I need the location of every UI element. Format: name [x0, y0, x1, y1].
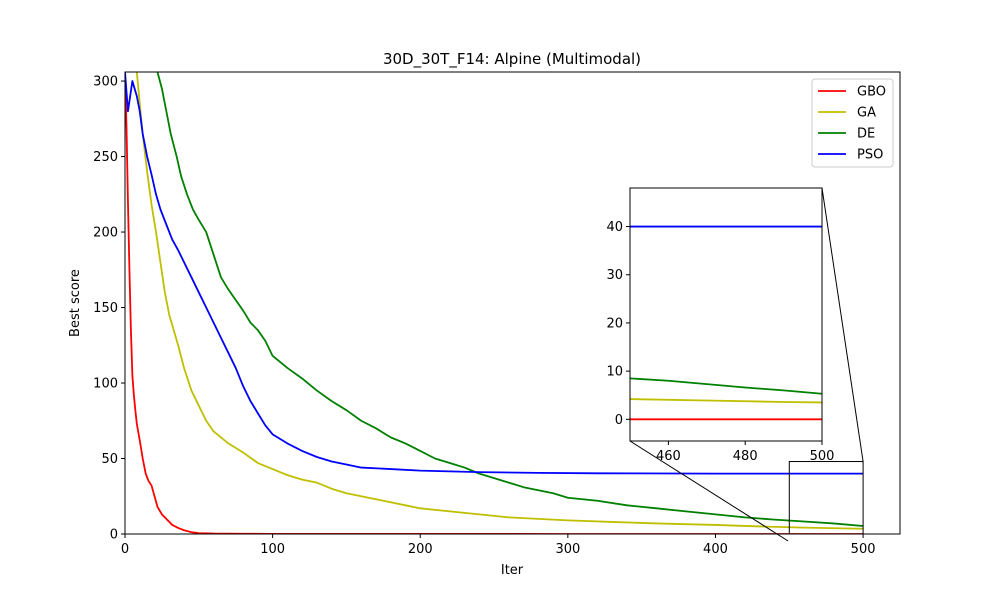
x-axis-label: Iter [501, 563, 524, 578]
y-axis-label: Best score [68, 269, 83, 337]
series-line-de [156, 72, 864, 527]
y-tick-label: 200 [93, 226, 118, 241]
inset-y-tick-label: 0 [615, 413, 623, 428]
inset-y-tick-label: 10 [606, 365, 623, 380]
legend-label-ga: GA [857, 106, 876, 121]
inset-frame [629, 187, 823, 442]
axes-frame [124, 71, 901, 535]
chart-title: 30D_30T_F14: Alpine (Multimodal) [383, 50, 641, 69]
inset-x-tick-label: 460 [656, 449, 681, 464]
y-tick-label: 300 [93, 75, 118, 90]
x-tick-label: 200 [408, 542, 433, 557]
x-tick-label: 400 [703, 542, 728, 557]
y-tick-label: 250 [93, 150, 118, 165]
legend-label-gbo: GBO [857, 85, 886, 100]
x-tick-label: 300 [555, 542, 580, 557]
inset-series-line-de [630, 377, 822, 395]
inset-axes: 460 480 500 0 10 20 30 40 [606, 187, 864, 542]
x-tick-label: 0 [121, 542, 129, 557]
legend-label-de: DE [857, 127, 875, 142]
inset-y-tick-label: 40 [606, 220, 623, 235]
legend-label-pso: PSO [857, 148, 883, 163]
inset-connector-line [629, 440, 789, 542]
x-tick-label: 500 [851, 542, 876, 557]
inset-y-tick-label: 20 [606, 316, 623, 331]
x-tick-label: 100 [260, 542, 285, 557]
y-tick-label: 150 [93, 301, 118, 316]
zoom-region-box [788, 461, 864, 535]
y-tick-label: 0 [110, 528, 118, 543]
inset-series-line-ga [630, 398, 822, 404]
inset-x-tick-label: 500 [810, 449, 835, 464]
y-tick-label: 50 [101, 452, 118, 467]
inset-connector-line [821, 187, 864, 462]
inset-x-tick-label: 480 [733, 449, 758, 464]
y-tick-label: 100 [93, 377, 118, 392]
legend: GBO GA DE PSO [811, 78, 894, 168]
legend-box [811, 78, 894, 168]
series-line-pso [125, 72, 864, 475]
inset-y-tick-label: 30 [606, 268, 623, 283]
series-line-ga [135, 72, 864, 530]
